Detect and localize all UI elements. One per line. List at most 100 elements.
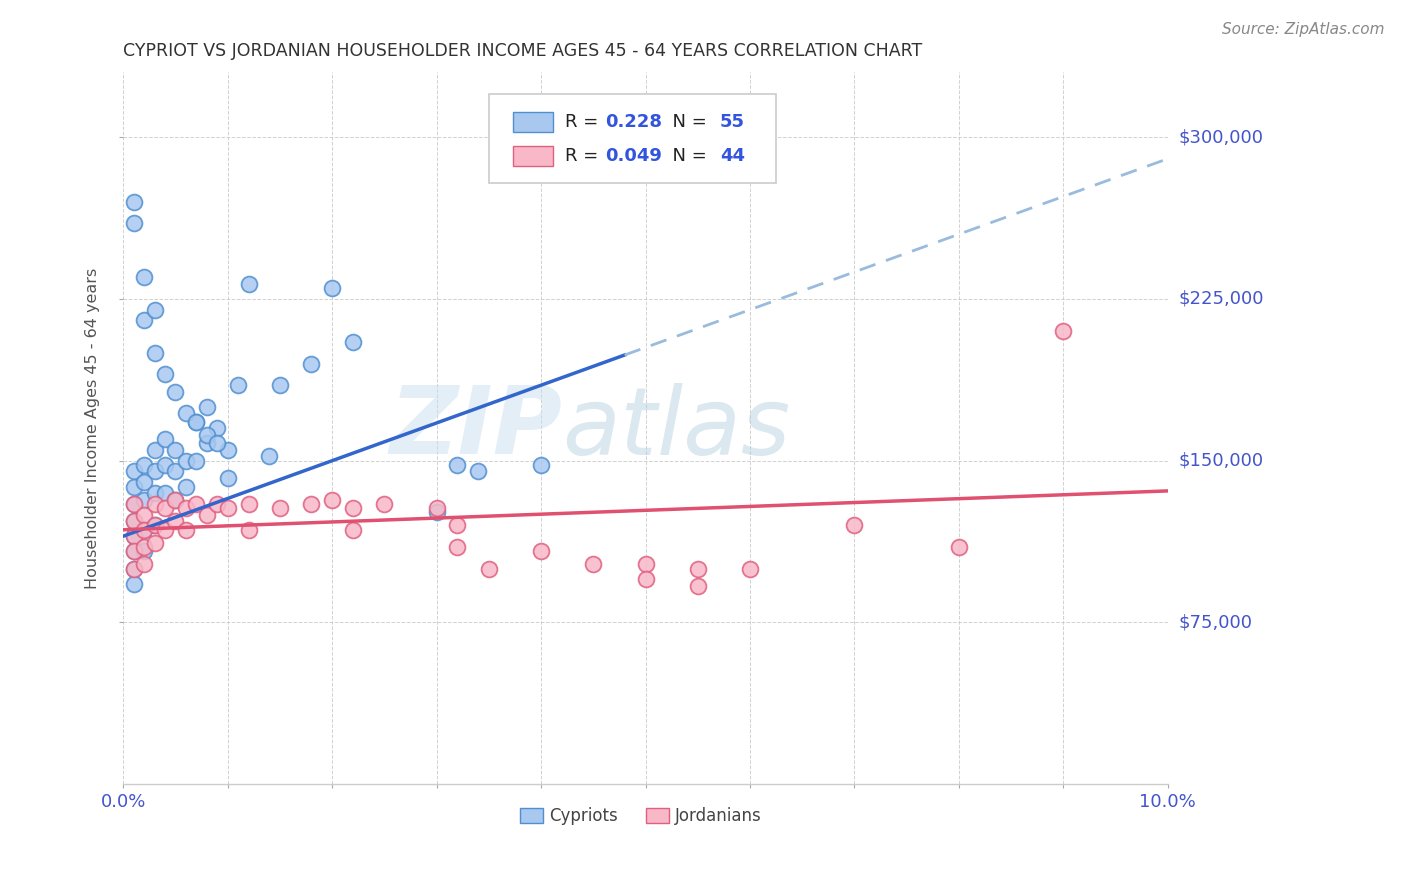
Point [207, 436, 229, 450]
Point [321, 492, 343, 507]
Point [143, 346, 166, 360]
Point [122, 561, 145, 575]
Point [174, 523, 197, 537]
Point [165, 465, 187, 479]
Point [122, 544, 145, 558]
Point [207, 421, 229, 435]
Point [195, 400, 218, 414]
Text: $150,000: $150,000 [1180, 451, 1264, 470]
Point [153, 501, 176, 516]
Point [186, 415, 208, 429]
Point [217, 471, 239, 485]
Point [122, 529, 145, 543]
Point [226, 378, 249, 392]
Text: $300,000: $300,000 [1180, 128, 1264, 146]
Point [426, 506, 449, 520]
Point [478, 561, 501, 575]
Point [446, 540, 468, 554]
Text: 0.228: 0.228 [605, 113, 662, 131]
Point [259, 450, 281, 464]
Point [738, 561, 761, 575]
Point [195, 508, 218, 522]
Point [238, 523, 260, 537]
Point [143, 302, 166, 317]
Point [143, 497, 166, 511]
Text: R =: R = [565, 146, 605, 165]
Text: Jordanians: Jordanians [675, 806, 762, 824]
Point [143, 518, 166, 533]
Bar [513, 145, 553, 166]
Text: N =: N = [661, 146, 713, 165]
Text: Source: ZipAtlas.com: Source: ZipAtlas.com [1222, 22, 1385, 37]
Point [132, 523, 155, 537]
Point [844, 518, 866, 533]
Point [143, 535, 166, 549]
Point [299, 497, 322, 511]
Text: 0.049: 0.049 [605, 146, 662, 165]
Text: $75,000: $75,000 [1180, 614, 1253, 632]
Point [122, 514, 145, 528]
Point [122, 544, 145, 558]
Text: $225,000: $225,000 [1180, 290, 1264, 308]
Point [342, 523, 364, 537]
Point [165, 492, 187, 507]
Point [174, 479, 197, 493]
Point [122, 465, 145, 479]
Point [165, 384, 187, 399]
Point [582, 558, 605, 572]
Point [174, 501, 197, 516]
Point [174, 453, 197, 467]
Point [426, 501, 449, 516]
Text: R =: R = [565, 113, 605, 131]
Point [122, 561, 145, 575]
Text: 55: 55 [720, 113, 745, 131]
Point [217, 501, 239, 516]
Point [132, 270, 155, 285]
Point [122, 479, 145, 493]
Point [467, 465, 489, 479]
Point [122, 194, 145, 209]
Point [446, 518, 468, 533]
Point [238, 497, 260, 511]
Point [132, 540, 155, 554]
Point [132, 458, 155, 472]
FancyBboxPatch shape [489, 94, 776, 183]
Point [321, 281, 343, 295]
Point [122, 497, 145, 511]
Point [342, 334, 364, 349]
Point [143, 442, 166, 457]
Point [373, 497, 395, 511]
Point [207, 497, 229, 511]
Point [269, 501, 291, 516]
Point [342, 501, 364, 516]
Text: CYPRIOT VS JORDANIAN HOUSEHOLDER INCOME AGES 45 - 64 YEARS CORRELATION CHART: CYPRIOT VS JORDANIAN HOUSEHOLDER INCOME … [124, 42, 922, 60]
Point [186, 453, 208, 467]
Point [238, 277, 260, 291]
Text: 44: 44 [720, 146, 745, 165]
Point [186, 497, 208, 511]
Point [530, 544, 553, 558]
Point [530, 458, 553, 472]
Point [634, 558, 657, 572]
Point [195, 427, 218, 442]
Point [143, 486, 166, 500]
Point [165, 514, 187, 528]
Text: N =: N = [661, 113, 713, 131]
Point [195, 436, 218, 450]
Point [1052, 324, 1074, 338]
Point [153, 432, 176, 446]
Point [122, 216, 145, 230]
Point [153, 368, 176, 382]
Text: Cypriots: Cypriots [550, 806, 619, 824]
Point [132, 544, 155, 558]
Point [122, 529, 145, 543]
Text: atlas: atlas [562, 383, 790, 474]
Bar [645, 808, 668, 823]
Point [153, 523, 176, 537]
Point [132, 558, 155, 572]
Point [132, 313, 155, 327]
Point [153, 486, 176, 500]
Point [948, 540, 970, 554]
Point [299, 357, 322, 371]
Point [165, 492, 187, 507]
